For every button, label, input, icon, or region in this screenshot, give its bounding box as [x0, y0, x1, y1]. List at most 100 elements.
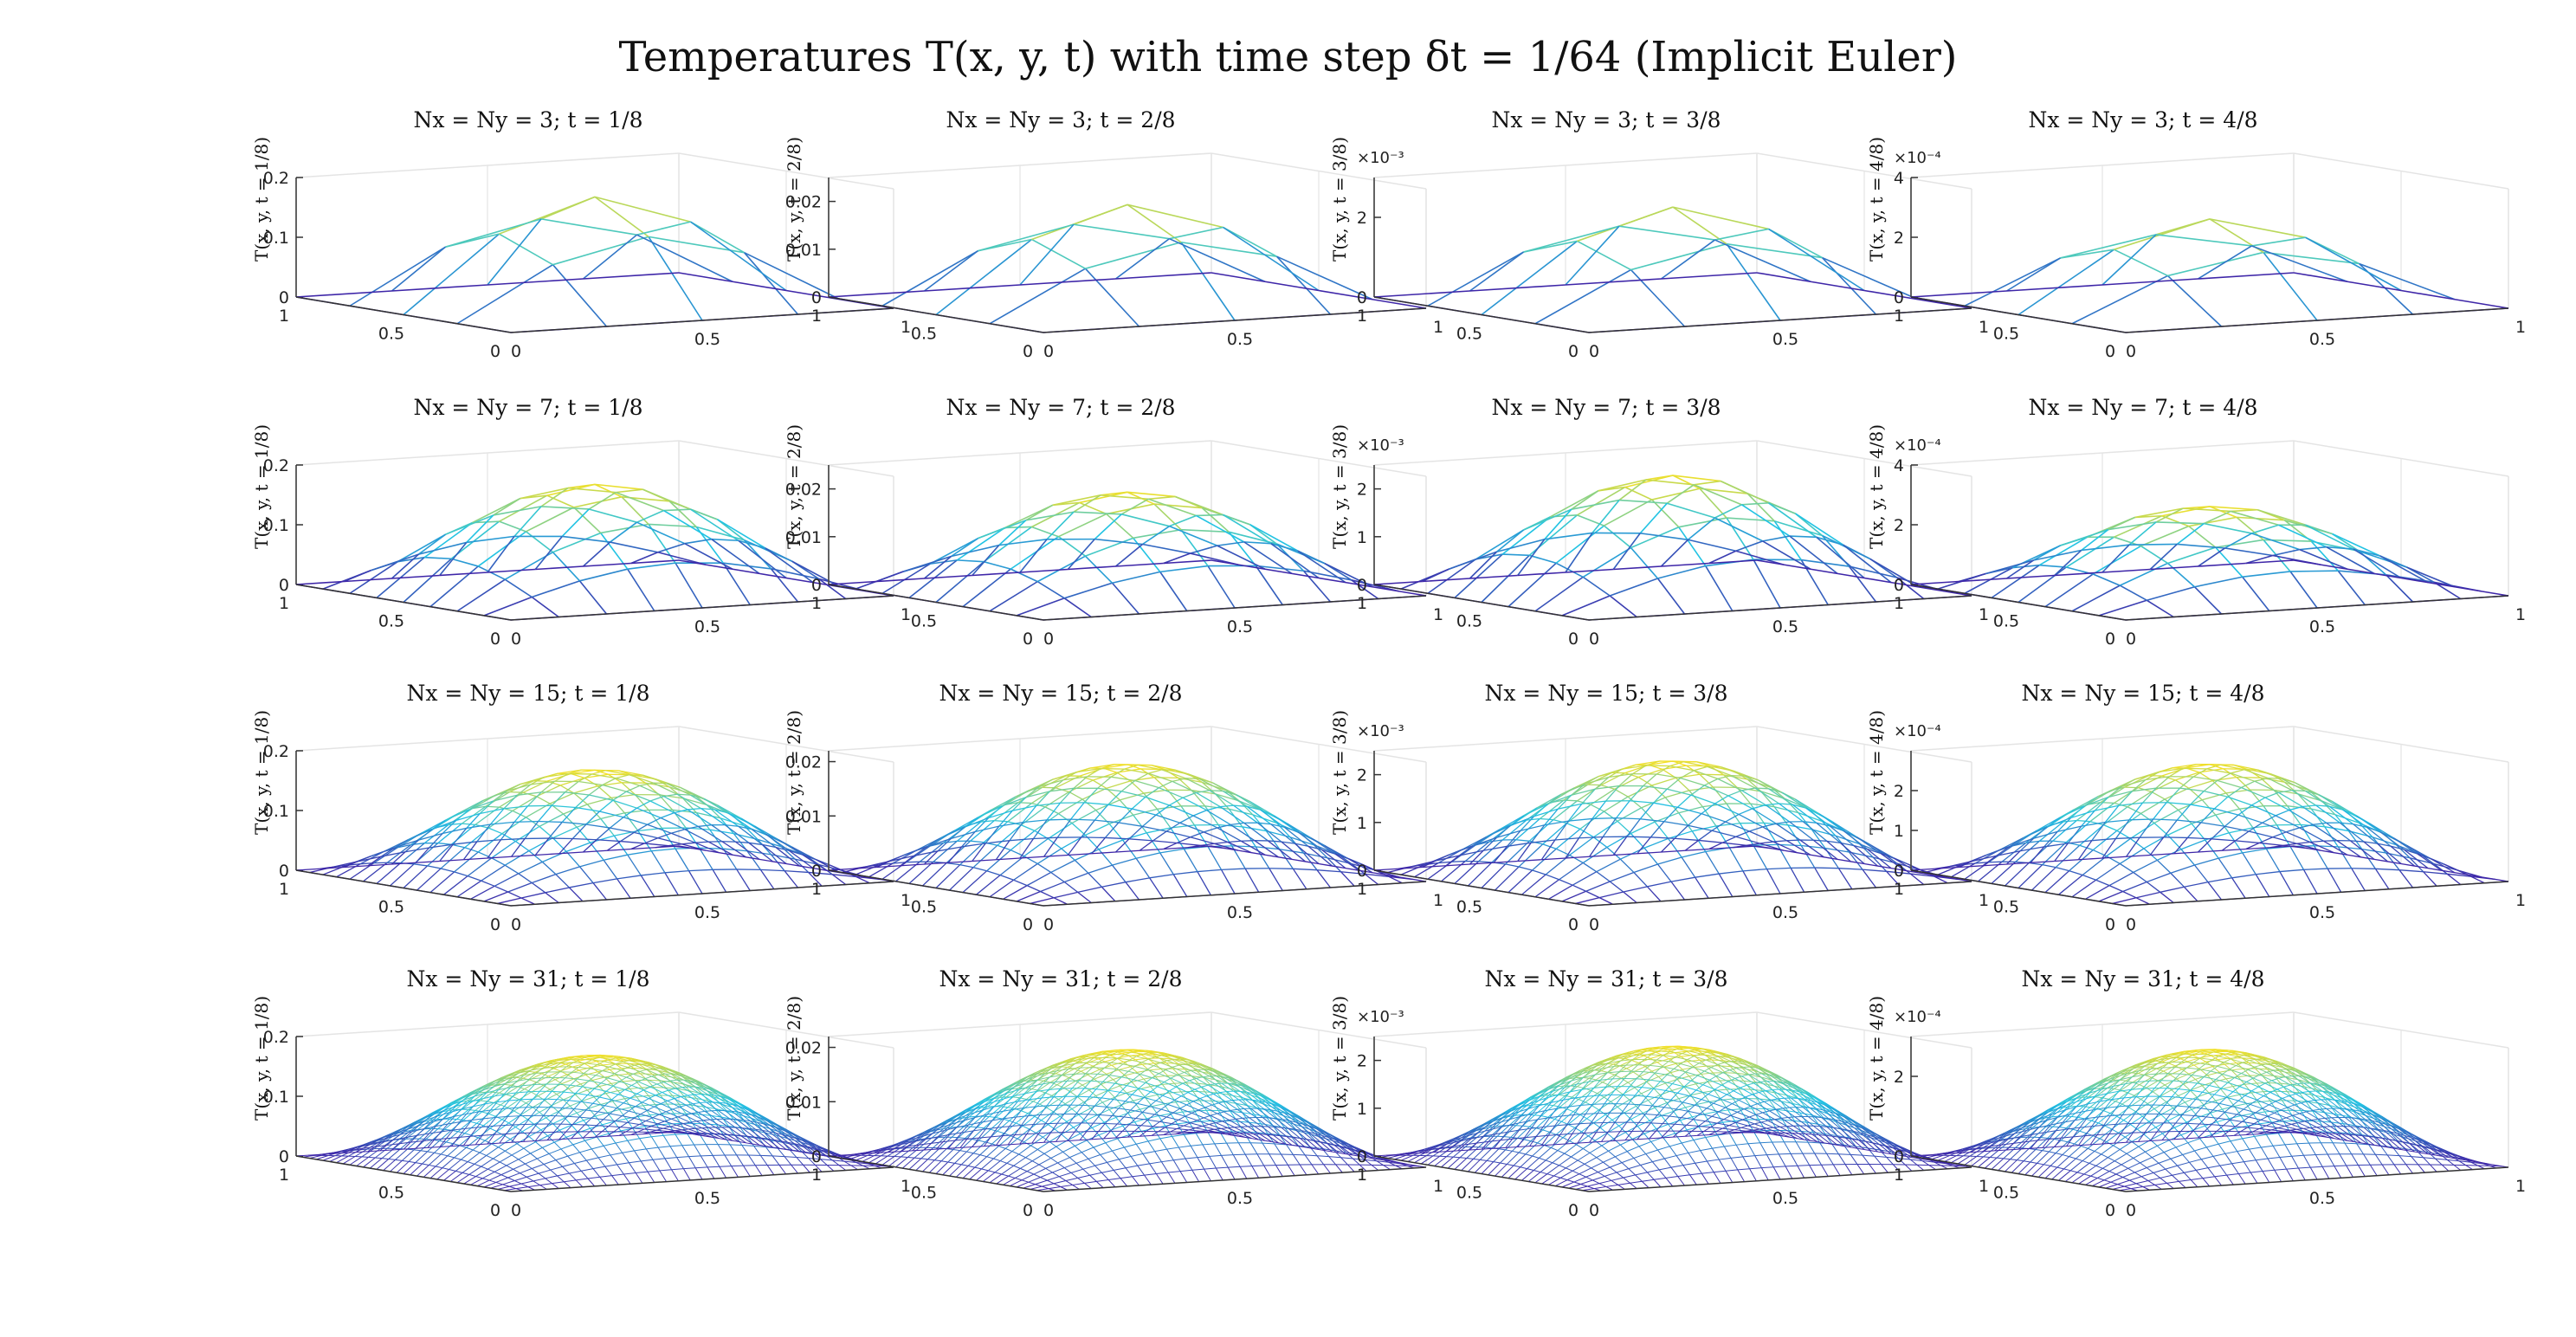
- mesh-edge: [663, 796, 688, 811]
- y-tick-label: 0: [490, 630, 500, 649]
- mesh-edge: [2118, 802, 2143, 806]
- mesh-edge: [2118, 791, 2133, 806]
- mesh-edge: [2302, 805, 2327, 824]
- mesh-edge: [626, 791, 651, 802]
- mesh-edge: [386, 1143, 399, 1146]
- mesh-edge: [429, 1167, 443, 1179]
- mesh-edge: [2173, 851, 2198, 855]
- mesh-edge: [485, 1101, 498, 1105]
- mesh-edge: [591, 1056, 599, 1061]
- mesh-edge: [427, 1140, 440, 1153]
- mesh-edge: [475, 1134, 483, 1146]
- y-tick-label: 0: [490, 342, 500, 361]
- x-tick-label: 1: [901, 318, 911, 337]
- mesh-edge: [623, 1097, 631, 1104]
- y-tick-label: 0.5: [1456, 325, 1482, 344]
- mesh-edge: [637, 1114, 650, 1118]
- mesh-edge: [553, 1136, 567, 1143]
- mesh-edge: [575, 794, 590, 808]
- mesh-edge: [1714, 504, 1742, 519]
- mesh-edge: [2417, 853, 2442, 871]
- mesh-edge: [549, 1062, 562, 1065]
- mesh-edge: [538, 1172, 546, 1179]
- mesh-edge: [482, 1178, 490, 1181]
- mesh-edge: [513, 1102, 526, 1112]
- mesh-edge: [1669, 765, 1695, 772]
- mesh-edge: [1708, 559, 1758, 565]
- mesh-edge: [1015, 785, 1040, 798]
- mesh-edge: [513, 1163, 526, 1170]
- mesh-edge: [2170, 872, 2185, 888]
- mesh-edge: [989, 268, 1086, 325]
- mesh-edge: [593, 1082, 602, 1089]
- mesh-edge: [526, 1119, 535, 1125]
- mesh-edge: [1741, 790, 1766, 806]
- mesh-edge: [2101, 856, 2127, 859]
- mesh-edge: [2336, 840, 2361, 858]
- mesh-edge: [599, 1175, 612, 1178]
- mesh-edge: [2310, 540, 2339, 572]
- mesh-edge: [1047, 838, 1062, 849]
- mesh-edge: [1765, 804, 1791, 823]
- mesh-edge: [2258, 836, 2274, 844]
- mesh-edge: [452, 1121, 461, 1131]
- mesh-edge: [1618, 479, 1647, 501]
- mesh-edge: [487, 1168, 495, 1172]
- mesh-edge: [540, 1129, 548, 1137]
- mesh-edge: [644, 1078, 657, 1085]
- mesh-edge: [439, 572, 488, 577]
- mesh-edge: [1334, 853, 1359, 871]
- mesh-edge: [1661, 849, 1686, 853]
- mesh-edge: [1445, 855, 1460, 867]
- mesh-edge: [363, 1157, 376, 1168]
- mesh-edge: [1270, 543, 1320, 579]
- mesh-edge: [948, 860, 972, 863]
- y-axis-line: [295, 869, 512, 907]
- mesh-edge: [545, 887, 570, 894]
- mesh-edge: [1589, 836, 1604, 857]
- mesh-edge: [564, 1179, 577, 1183]
- mesh-edge: [1279, 849, 1304, 854]
- mesh-edge: [568, 1088, 576, 1095]
- mesh-edge: [700, 1154, 713, 1157]
- y-tick-label: 0.5: [1993, 325, 2019, 344]
- mesh-edge: [642, 774, 668, 785]
- z-tick-label: 0.02: [785, 193, 822, 212]
- mesh-edge: [2274, 789, 2298, 795]
- mesh-edge: [1013, 879, 1028, 887]
- mesh-edge: [391, 851, 406, 865]
- mesh-edge: [684, 825, 699, 830]
- mesh-edge: [2060, 249, 2114, 259]
- mesh-edge: [706, 804, 721, 819]
- mesh-edge: [429, 833, 443, 849]
- mesh-edge: [462, 1110, 476, 1121]
- x-tick-label: 1: [1433, 605, 1443, 624]
- mesh-edge: [2135, 897, 2150, 905]
- mesh-edge: [517, 1078, 530, 1082]
- mesh-edge: [1853, 844, 1878, 867]
- mesh-edge: [2305, 524, 2354, 550]
- mesh-edge: [1515, 839, 1530, 842]
- mesh-edge: [772, 861, 787, 865]
- mesh-edge: [617, 1057, 629, 1062]
- mesh-edge: [1568, 817, 1593, 822]
- y-axis-line: [1910, 296, 2127, 333]
- mesh-edge: [487, 1134, 495, 1145]
- mesh-edge: [2276, 824, 2291, 847]
- mesh-edge: [468, 800, 494, 811]
- mesh-edge: [1596, 871, 1611, 882]
- mesh-edge: [552, 532, 602, 553]
- mesh-edge: [641, 1087, 649, 1096]
- mesh-edge: [387, 1134, 401, 1139]
- mesh-edge: [446, 1141, 454, 1145]
- mesh-edge: [497, 897, 522, 905]
- mesh-edge: [434, 1141, 447, 1153]
- mesh-edge: [2406, 566, 2456, 588]
- mesh-edge: [1667, 502, 1715, 519]
- mesh-edge: [2055, 867, 2069, 872]
- mesh-edge: [509, 1183, 522, 1187]
- mesh-edge: [530, 780, 555, 785]
- mesh-edge: [1334, 853, 1349, 860]
- mesh-edge: [585, 811, 600, 825]
- mesh-edge: [695, 1086, 703, 1088]
